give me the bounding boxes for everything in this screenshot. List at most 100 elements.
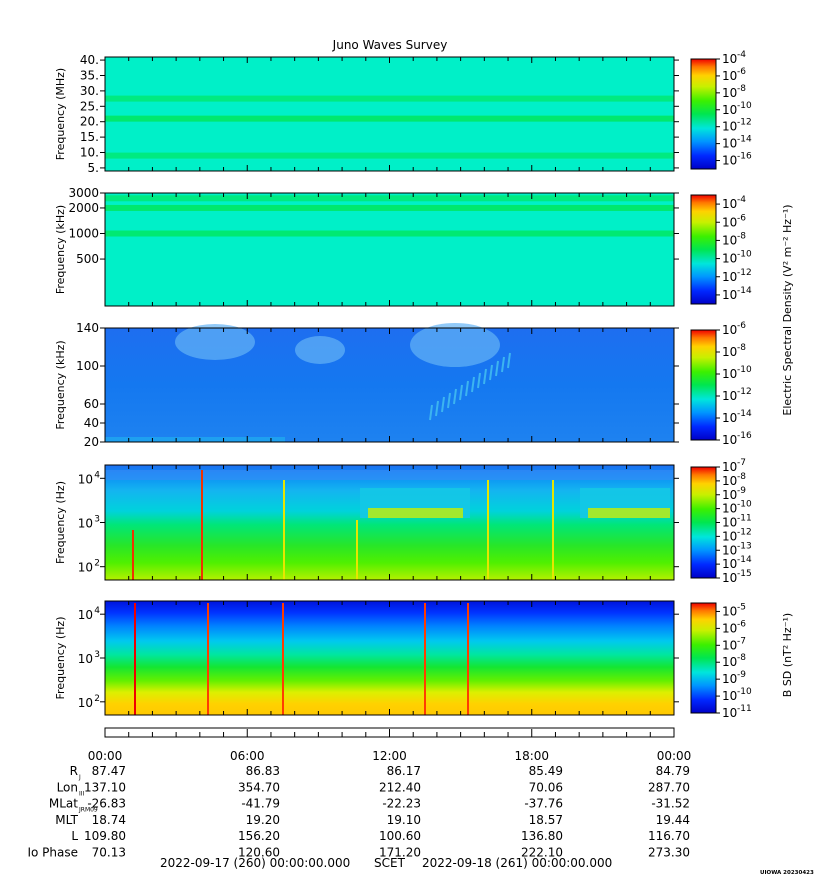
colorbar-tick-base: 10	[722, 621, 737, 635]
emission-streak	[477, 372, 481, 389]
colorbar-tick-exponent: -6	[737, 67, 746, 77]
emission-patch	[368, 508, 463, 518]
spectrogram-background	[105, 601, 674, 715]
colorbar-tick-exponent: -10	[737, 365, 752, 375]
emission-streak	[435, 400, 439, 417]
colorbar-tick-base: 10	[722, 52, 737, 66]
y-tick-label: 140	[76, 321, 99, 335]
emission-streak	[471, 376, 475, 393]
colorbar-tick-base: 10	[722, 672, 737, 686]
colorbar-tick-base: 10	[722, 604, 737, 618]
ephemeris-row-label: R	[70, 764, 78, 778]
ephemeris-value: 18.74	[92, 813, 126, 827]
colorbar-tick-exponent: -5	[737, 602, 746, 612]
colorbar-tick-exponent: -6	[737, 213, 746, 223]
emission-streak	[507, 352, 511, 369]
colorbar-scale	[690, 602, 717, 714]
ephemeris-value: 120.60	[238, 846, 280, 860]
emission-patch	[175, 324, 255, 360]
y-tick-label: 10	[78, 517, 93, 531]
ephemeris-value: -41.79	[241, 797, 280, 811]
ephemeris-value: 86.83	[246, 764, 280, 778]
ephemeris-value: 212.40	[379, 780, 421, 794]
colorbar-tick-base: 10	[722, 270, 737, 284]
colorbar-tick-exponent: -7	[737, 636, 746, 646]
colorbar-tick-base: 10	[722, 502, 737, 516]
y-tick-label: 10.	[80, 146, 99, 160]
colorbar-tick-base: 10	[722, 103, 737, 117]
emission-streak	[501, 356, 505, 373]
spectrogram-background	[105, 57, 674, 171]
colorbar-tick-exponent: -10	[737, 500, 752, 510]
ephemeris-value: 85.49	[529, 764, 563, 778]
ephemeris-row-label: MLT	[55, 813, 78, 827]
colorbar-tick-base: 10	[722, 529, 737, 543]
colorbar-tick-exponent: -14	[737, 135, 752, 145]
ephemeris-value: -31.52	[651, 797, 690, 811]
y-tick-label: 5.	[88, 161, 99, 175]
ephemeris-table: R J 87.47 86.83 86.17 85.49 84.79 Lon III 137.10 3…	[27, 764, 690, 860]
colorbar-tick-base: 10	[722, 411, 737, 425]
colorbar-tick-exponent: -12	[737, 387, 752, 397]
colorbar-tick-exponent: -14	[737, 286, 752, 296]
y-tick-exponent: 2	[94, 559, 100, 569]
emission-floor	[105, 437, 285, 442]
ephemeris-row-label: Io Phase	[27, 846, 78, 860]
emission-streak	[495, 360, 499, 377]
colorbar-tick-exponent: -10	[737, 687, 752, 697]
ephemeris-row-label: MLat	[49, 797, 78, 811]
colorbar-tick-base: 10	[722, 252, 737, 266]
colorbar-tick-base: 10	[722, 137, 737, 151]
emission-streak	[441, 396, 445, 413]
y-tick-exponent: 4	[94, 606, 100, 616]
colorbar-scale	[690, 58, 717, 170]
ephemeris-value: 136.80	[521, 829, 563, 843]
colorbar-label-magnetic: B SD (nT² Hz⁻¹)	[781, 613, 794, 697]
colorbar-tick-base: 10	[722, 345, 737, 359]
ephemeris-row-subscript: J	[78, 774, 81, 781]
colorbar-tick-base: 10	[722, 516, 737, 530]
colorbar-tick-exponent: -12	[737, 118, 752, 128]
y-axis-label: Frequency (Hz)	[54, 481, 67, 564]
ephemeris-row-label: L	[71, 829, 78, 843]
colorbar-tick-base: 10	[722, 638, 737, 652]
ephemeris-value: 70.06	[529, 780, 563, 794]
colorbar-tick-base: 10	[722, 460, 737, 474]
spectrogram-panel-1: 40.35. 30.25. 20.15. 10.5. Frequency (MHz)	[54, 53, 679, 175]
time-tick-label: 00:00	[657, 749, 692, 763]
colorbar-tick-base: 10	[722, 655, 737, 669]
colorbar-tick-exponent: -9	[737, 670, 746, 680]
ephemeris-value: 18.57	[529, 813, 563, 827]
colorbar-tick-exponent: -10	[737, 250, 752, 260]
spectrogram-panels: 40.35. 30.25. 20.15. 10.5. Frequency (MHz) 30…	[54, 53, 679, 716]
colorbar-tick-base: 10	[722, 571, 737, 585]
colorbar-tick-base: 10	[722, 689, 737, 703]
colorbar-scale	[690, 194, 717, 305]
colorbar-tick-base: 10	[722, 367, 737, 381]
spectrogram-background	[105, 193, 674, 306]
y-tick-label: 25.	[80, 99, 99, 113]
colorbar-tick-exponent: -14	[737, 555, 752, 565]
emission-band	[105, 152, 674, 159]
ephemeris-row-subscript: III	[79, 790, 85, 797]
y-tick-label: 3000	[68, 186, 99, 200]
colorbar-tick-exponent: -8	[737, 343, 746, 353]
emission-band	[105, 230, 674, 237]
colorbar-tick-base: 10	[722, 154, 737, 168]
colorbar-tick-exponent: -6	[737, 321, 746, 331]
spectrogram-background	[105, 465, 674, 580]
colorbar-scale	[690, 329, 717, 441]
emission-streak	[459, 384, 463, 401]
y-tick-label: 10	[78, 652, 93, 666]
y-tick-label: 20.	[80, 115, 99, 129]
y-tick-exponent: 4	[94, 470, 100, 480]
y-tick-exponent: 2	[94, 694, 100, 704]
emission-streak	[489, 364, 493, 381]
colorbar-tick-exponent: -4	[737, 195, 746, 205]
